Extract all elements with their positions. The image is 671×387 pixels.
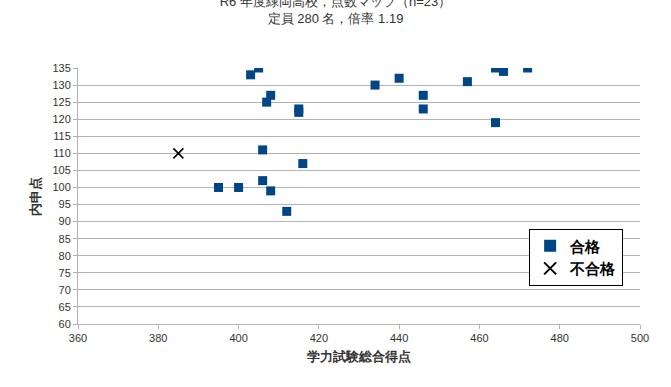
svg-text:95: 95 bbox=[59, 198, 71, 210]
svg-text:460: 460 bbox=[470, 332, 488, 344]
svg-text:105: 105 bbox=[52, 164, 70, 176]
svg-text:360: 360 bbox=[69, 332, 87, 344]
svg-text:合格: 合格 bbox=[569, 238, 601, 255]
svg-text:420: 420 bbox=[310, 332, 328, 344]
svg-text:不合格: 不合格 bbox=[569, 260, 616, 277]
svg-text:65: 65 bbox=[59, 301, 71, 313]
svg-text:70: 70 bbox=[59, 284, 71, 296]
svg-text:480: 480 bbox=[551, 332, 569, 344]
svg-text:135: 135 bbox=[52, 62, 70, 74]
svg-text:120: 120 bbox=[52, 113, 70, 125]
svg-text:90: 90 bbox=[59, 215, 71, 227]
svg-text:130: 130 bbox=[52, 79, 70, 91]
svg-text:440: 440 bbox=[390, 332, 408, 344]
svg-text:60: 60 bbox=[59, 318, 71, 330]
svg-text:80: 80 bbox=[59, 250, 71, 262]
svg-text:380: 380 bbox=[149, 332, 167, 344]
svg-text:85: 85 bbox=[59, 233, 71, 245]
svg-text:内申点: 内申点 bbox=[28, 177, 43, 216]
svg-text:110: 110 bbox=[53, 147, 71, 159]
svg-text:学力試験総合得点: 学力試験総合得点 bbox=[307, 349, 411, 364]
svg-text:R6 年度緑岡高校，点数マップ（n=23）定員 280 名，: R6 年度緑岡高校，点数マップ（n=23）定員 280 名，倍率 1.19 bbox=[220, 0, 452, 26]
svg-text:100: 100 bbox=[52, 181, 70, 193]
svg-text:125: 125 bbox=[52, 96, 70, 108]
svg-text:500: 500 bbox=[631, 332, 649, 344]
svg-text:75: 75 bbox=[59, 267, 71, 279]
svg-text:115: 115 bbox=[53, 130, 71, 142]
svg-text:400: 400 bbox=[229, 332, 247, 344]
